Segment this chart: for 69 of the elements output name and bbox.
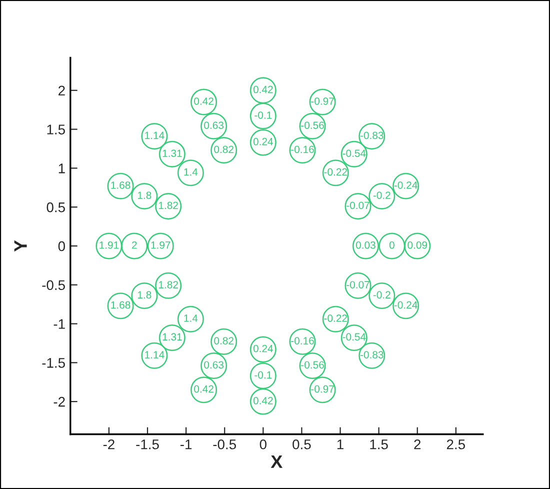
annotation: -0.1 xyxy=(254,371,272,379)
annotation: -0.24 xyxy=(394,301,418,309)
y-tick-label: -2 xyxy=(54,396,65,407)
annotation: 1.14 xyxy=(145,351,164,358)
annotation: -0.54 xyxy=(342,150,366,157)
x-tick-label: -0.5 xyxy=(213,439,236,450)
annotation: -0.22 xyxy=(324,314,347,322)
x-axis-title: X xyxy=(270,455,283,468)
annotation: -0.83 xyxy=(360,132,384,140)
annotation: -0.07 xyxy=(346,202,370,210)
annotation: -0.2 xyxy=(373,192,390,199)
y-axis-title: Y xyxy=(14,240,27,252)
y-tick-label: 0.5 xyxy=(46,202,65,212)
annotation: 0.63 xyxy=(204,361,224,369)
annotation: -0.2 xyxy=(373,291,390,299)
annotation: 0.82 xyxy=(214,337,234,344)
annotation: 1.68 xyxy=(111,301,130,309)
annotation: 1.8 xyxy=(138,291,152,299)
annotation: -0.56 xyxy=(301,122,324,129)
annotation: 0.42 xyxy=(253,86,273,94)
annotation: 1.14 xyxy=(145,132,164,139)
y-tick-label: 2 xyxy=(58,86,65,96)
x-tick-label: 2 xyxy=(414,439,421,450)
y-tick-label: -1.5 xyxy=(42,358,65,368)
annotation: 0.42 xyxy=(194,385,214,393)
x-tick-label: 1.5 xyxy=(370,440,388,450)
annotation: -0.1 xyxy=(254,111,272,119)
annotation: -0.22 xyxy=(324,168,347,176)
annotation: 0.82 xyxy=(214,146,234,154)
annotation: -0.16 xyxy=(291,146,314,154)
x-tick-label: 1 xyxy=(337,440,344,450)
y-tick-label: 1 xyxy=(58,164,65,174)
y-tick-label: 1.5 xyxy=(47,124,65,134)
annotation: 1.8 xyxy=(138,192,152,199)
annotation: -0.07 xyxy=(346,281,370,288)
annotation: 0.03 xyxy=(356,241,376,249)
annotation: 0.09 xyxy=(408,241,428,249)
x-tick-label: 0.5 xyxy=(292,439,311,450)
annotation: -0.97 xyxy=(311,385,334,393)
annotation: -0.16 xyxy=(291,337,314,344)
x-tick-label: 2.5 xyxy=(446,439,465,450)
annotation: 1.4 xyxy=(184,168,198,176)
y-tick-label: -1 xyxy=(54,319,65,329)
annotation: -0.83 xyxy=(360,351,384,358)
annotation: 0.42 xyxy=(253,396,273,404)
annotation: 1.82 xyxy=(158,202,178,210)
annotation: 0 xyxy=(389,241,394,249)
annotation: 1.31 xyxy=(162,333,182,341)
x-tick-label: 0 xyxy=(260,439,266,450)
annotation: 1.91 xyxy=(100,241,119,249)
annotation: 0.42 xyxy=(194,97,214,105)
annotation: 2 xyxy=(132,241,137,249)
annotation: 1.68 xyxy=(111,181,130,189)
annotation: 1.4 xyxy=(184,314,198,322)
x-tick-label: -2 xyxy=(103,439,114,450)
x-tick-label: -1 xyxy=(180,440,192,450)
annotation: -0.56 xyxy=(301,361,324,369)
annotation: -0.54 xyxy=(342,333,366,341)
annotation: 1.31 xyxy=(162,150,182,157)
annotation: 0.63 xyxy=(204,122,224,129)
annotation: -0.97 xyxy=(311,97,334,105)
x-tick-label: -1.5 xyxy=(136,440,159,450)
annotation: 1.97 xyxy=(151,241,170,249)
y-tick-label: 0 xyxy=(58,241,65,252)
annotation: 1.82 xyxy=(158,281,178,288)
y-tick-label: -0.5 xyxy=(42,280,65,290)
annotation: 0.24 xyxy=(253,344,273,352)
annotation: 0.24 xyxy=(253,138,273,146)
annotation: -0.24 xyxy=(394,181,418,189)
